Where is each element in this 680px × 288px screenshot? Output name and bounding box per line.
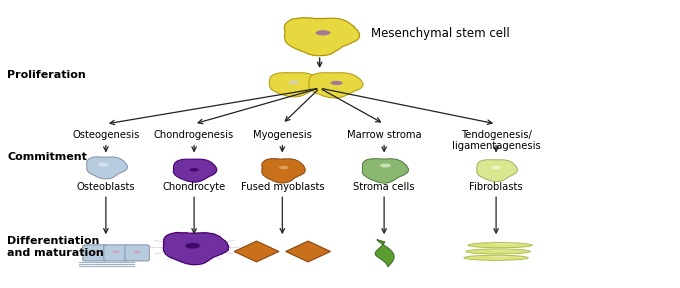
Text: Tendogenesis/
ligamentagenesis: Tendogenesis/ ligamentagenesis <box>452 130 541 151</box>
Ellipse shape <box>98 163 109 167</box>
Ellipse shape <box>468 242 532 248</box>
Text: Mesenchymal stem cell: Mesenchymal stem cell <box>371 27 509 40</box>
FancyBboxPatch shape <box>83 245 107 261</box>
Ellipse shape <box>91 250 99 253</box>
Text: Osteoblasts: Osteoblasts <box>77 182 135 192</box>
Text: Stroma cells: Stroma cells <box>354 182 415 192</box>
Polygon shape <box>284 18 360 56</box>
Ellipse shape <box>112 250 120 253</box>
Text: Marrow stroma: Marrow stroma <box>347 130 422 140</box>
Polygon shape <box>262 159 305 183</box>
Text: Fused myoblasts: Fused myoblasts <box>241 182 324 192</box>
Text: Myogenesis: Myogenesis <box>253 130 311 140</box>
FancyBboxPatch shape <box>125 245 150 261</box>
Ellipse shape <box>189 168 199 172</box>
Text: Chondrocyte: Chondrocyte <box>163 182 226 192</box>
Polygon shape <box>286 241 330 262</box>
Ellipse shape <box>316 30 330 35</box>
Text: Differentiation
and maturation: Differentiation and maturation <box>7 236 104 258</box>
Text: Commitment: Commitment <box>7 152 87 162</box>
Text: Osteogenesis: Osteogenesis <box>72 130 139 140</box>
Ellipse shape <box>466 249 530 254</box>
Ellipse shape <box>490 256 509 257</box>
Text: Fibroblasts: Fibroblasts <box>469 182 523 192</box>
Polygon shape <box>269 73 321 97</box>
Ellipse shape <box>288 81 299 84</box>
Text: Chondrogenesis: Chondrogenesis <box>154 130 234 140</box>
Polygon shape <box>234 241 279 262</box>
Ellipse shape <box>464 255 528 260</box>
Polygon shape <box>477 160 517 182</box>
Ellipse shape <box>133 250 141 253</box>
Polygon shape <box>163 232 228 265</box>
Ellipse shape <box>279 166 288 169</box>
Ellipse shape <box>380 164 391 168</box>
Polygon shape <box>375 240 394 267</box>
Polygon shape <box>309 73 363 98</box>
Text: Proliferation: Proliferation <box>7 70 86 80</box>
Ellipse shape <box>494 243 513 245</box>
Ellipse shape <box>330 81 343 85</box>
Ellipse shape <box>185 243 200 249</box>
Polygon shape <box>86 157 127 179</box>
FancyBboxPatch shape <box>104 245 129 261</box>
Ellipse shape <box>492 249 511 251</box>
Ellipse shape <box>492 166 501 169</box>
Polygon shape <box>362 159 409 183</box>
Polygon shape <box>173 159 217 182</box>
